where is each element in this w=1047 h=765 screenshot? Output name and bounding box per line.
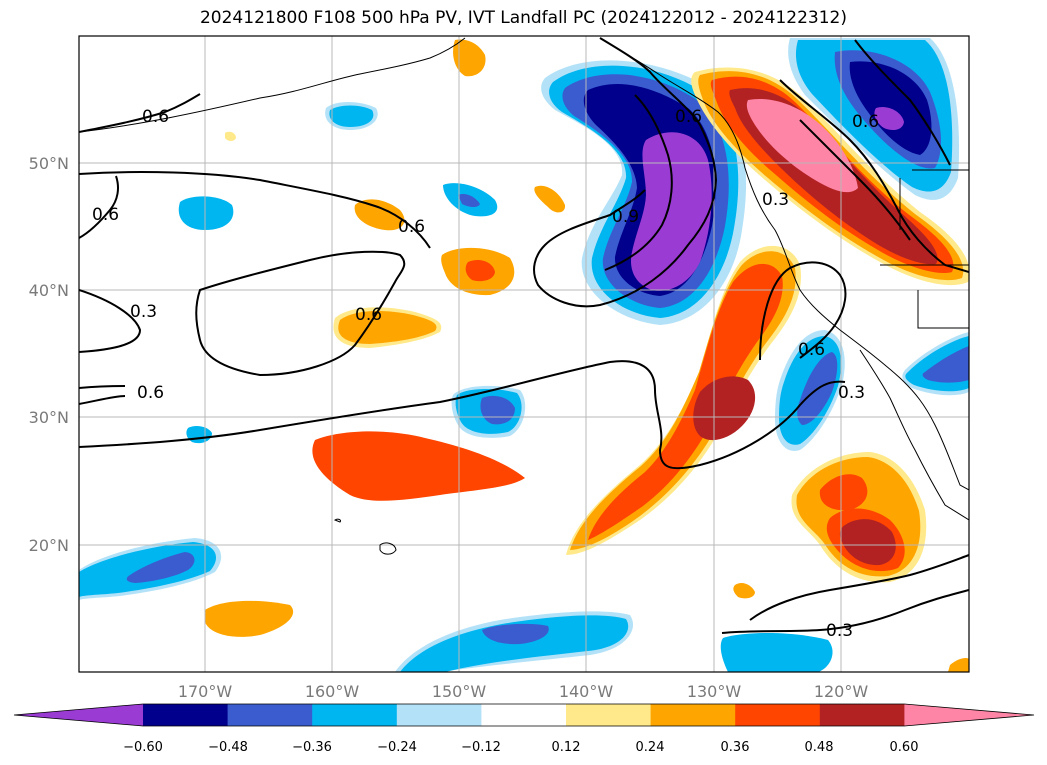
anomaly-fill-layer [79, 38, 969, 672]
positive-anomaly-southeast [791, 452, 927, 583]
colorbar [13, 703, 1035, 727]
contour-label: 0.3 [826, 621, 853, 641]
lon-label: 170°W [178, 682, 233, 701]
positive-anomaly-coast [691, 67, 969, 285]
colorbar-segment [735, 704, 821, 726]
pv-contours [79, 37, 969, 634]
colorbar-tick-label: −0.60 [123, 740, 163, 755]
negative-anomaly-small [79, 102, 969, 672]
contour-label: 0.3 [762, 190, 789, 210]
lon-label: 160°W [305, 682, 360, 701]
colorbar-segment [143, 704, 229, 726]
contour-label: 0.6 [398, 217, 425, 237]
lat-label: 30°N [29, 408, 69, 427]
contour-label: 0.6 [355, 305, 382, 325]
contour-label: 0.6 [142, 107, 169, 127]
colorbar-tick-label: 0.48 [805, 740, 834, 755]
colorbar-segment [566, 704, 652, 726]
map-frame [78, 35, 970, 673]
longitude-labels: 170°W 160°W 150°W 140°W 130°W 120°W [178, 682, 869, 701]
contour-label: 0.6 [137, 383, 164, 403]
colorbar-ticks: −0.60 −0.48 −0.36 −0.24 −0.12 0.12 0.24 … [123, 740, 918, 755]
coastlines [79, 37, 969, 555]
contour-label: 0.9 [612, 207, 639, 227]
negative-anomaly-northeast [788, 38, 960, 200]
map-area: 0.6 0.6 0.6 0.6 0.3 0.6 0.9 0.6 0.6 0.6 … [78, 35, 970, 673]
colorbar-tick-label: −0.36 [292, 740, 332, 755]
contour-label: 0.6 [798, 340, 825, 360]
contour-label: 0.6 [92, 205, 119, 225]
gridlines [79, 36, 969, 672]
colorbar-segment [904, 704, 1034, 726]
contour-label: 0.6 [852, 112, 879, 132]
lat-label: 50°N [29, 154, 69, 173]
lon-label: 120°W [814, 682, 869, 701]
map-title: 2024121800 F108 500 hPa PV, IVT Landfall… [199, 8, 847, 28]
lon-label: 130°W [687, 682, 742, 701]
contour-label: 0.3 [838, 383, 865, 403]
colorbar-tick-label: 0.60 [890, 740, 919, 755]
colorbar-outline [13, 703, 1035, 727]
lat-label: 20°N [29, 536, 69, 555]
positive-anomaly-streak [312, 245, 801, 555]
lon-label: 140°W [559, 682, 614, 701]
contour-label: 0.3 [130, 302, 157, 322]
colorbar-segment [650, 704, 736, 726]
colorbar-segment [312, 704, 398, 726]
colorbar-tick-label: 0.24 [636, 740, 665, 755]
colorbar-segment [227, 704, 313, 726]
colorbar-segment [481, 704, 567, 726]
colorbar-tick-label: −0.24 [377, 740, 417, 755]
latitude-labels: 50°N 40°N 30°N 20°N [29, 154, 69, 555]
colorbar-segment [819, 704, 905, 726]
colorbar-tick-label: −0.48 [208, 740, 248, 755]
lat-label: 40°N [29, 281, 69, 300]
colorbar-tick-label: 0.36 [721, 740, 750, 755]
colorbar-tick-label: −0.12 [461, 740, 501, 755]
contour-label: 0.6 [675, 107, 702, 127]
colorbar-tick-label: 0.12 [552, 740, 581, 755]
colorbar-segment [396, 704, 482, 726]
colorbar-segment [14, 704, 143, 726]
contour-label-layer: 0.6 0.6 0.6 0.6 0.3 0.6 0.9 0.6 0.6 0.6 … [92, 107, 879, 641]
lon-label: 150°W [432, 682, 487, 701]
